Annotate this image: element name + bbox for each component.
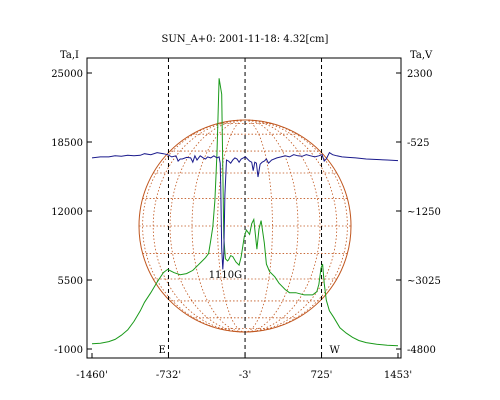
- right-tick-label: 2300: [407, 69, 432, 80]
- left-ticks: 25000 18500 12000 5500 -1000: [51, 69, 92, 356]
- right-axis-label: Ta,V: [410, 50, 433, 61]
- left-tick-label: -1000: [54, 345, 83, 356]
- left-axis-label: Ta,I: [60, 50, 79, 61]
- right-tick-label: ~1250: [407, 207, 441, 218]
- x-tick-label: 1453': [384, 370, 412, 381]
- chart-title: SUN_A+0: 2001-11-18: 4.32[cm]: [162, 34, 329, 45]
- limb-label: E: [158, 345, 165, 356]
- plot-frame: [86, 57, 402, 359]
- x-tick-label: -3': [239, 370, 252, 381]
- longitude-line: [244, 119, 338, 333]
- left-tick-label: 25000: [51, 69, 83, 80]
- longitude-line: [244, 119, 273, 333]
- right-ticks: 2300 -525 ~1250 ~3025 -4800: [396, 69, 441, 356]
- left-tick-label: 18500: [51, 138, 83, 149]
- left-tick-label: 5500: [58, 276, 83, 287]
- x-ticks: -1460' -732' -3' 725' 1453': [76, 353, 412, 381]
- polarization-series-line: [91, 151, 399, 270]
- right-tick-label: -525: [407, 138, 429, 149]
- longitude-line: [169, 119, 246, 333]
- longitude-line: [244, 119, 321, 333]
- right-tick-label: -4800: [407, 345, 436, 356]
- longitude-line: [152, 119, 246, 333]
- x-tick-label: -732': [156, 370, 181, 381]
- x-tick-label: 725': [311, 370, 333, 381]
- limb-label: W: [330, 345, 341, 356]
- field-strength-annotation: 1110G: [209, 270, 242, 281]
- x-tick-label: -1460': [76, 370, 108, 381]
- intensity-series-line: [91, 78, 399, 347]
- right-tick-label: ~3025: [407, 276, 441, 287]
- series-lines: [91, 78, 399, 347]
- left-tick-label: 12000: [51, 207, 83, 218]
- longitude-line: [217, 119, 246, 333]
